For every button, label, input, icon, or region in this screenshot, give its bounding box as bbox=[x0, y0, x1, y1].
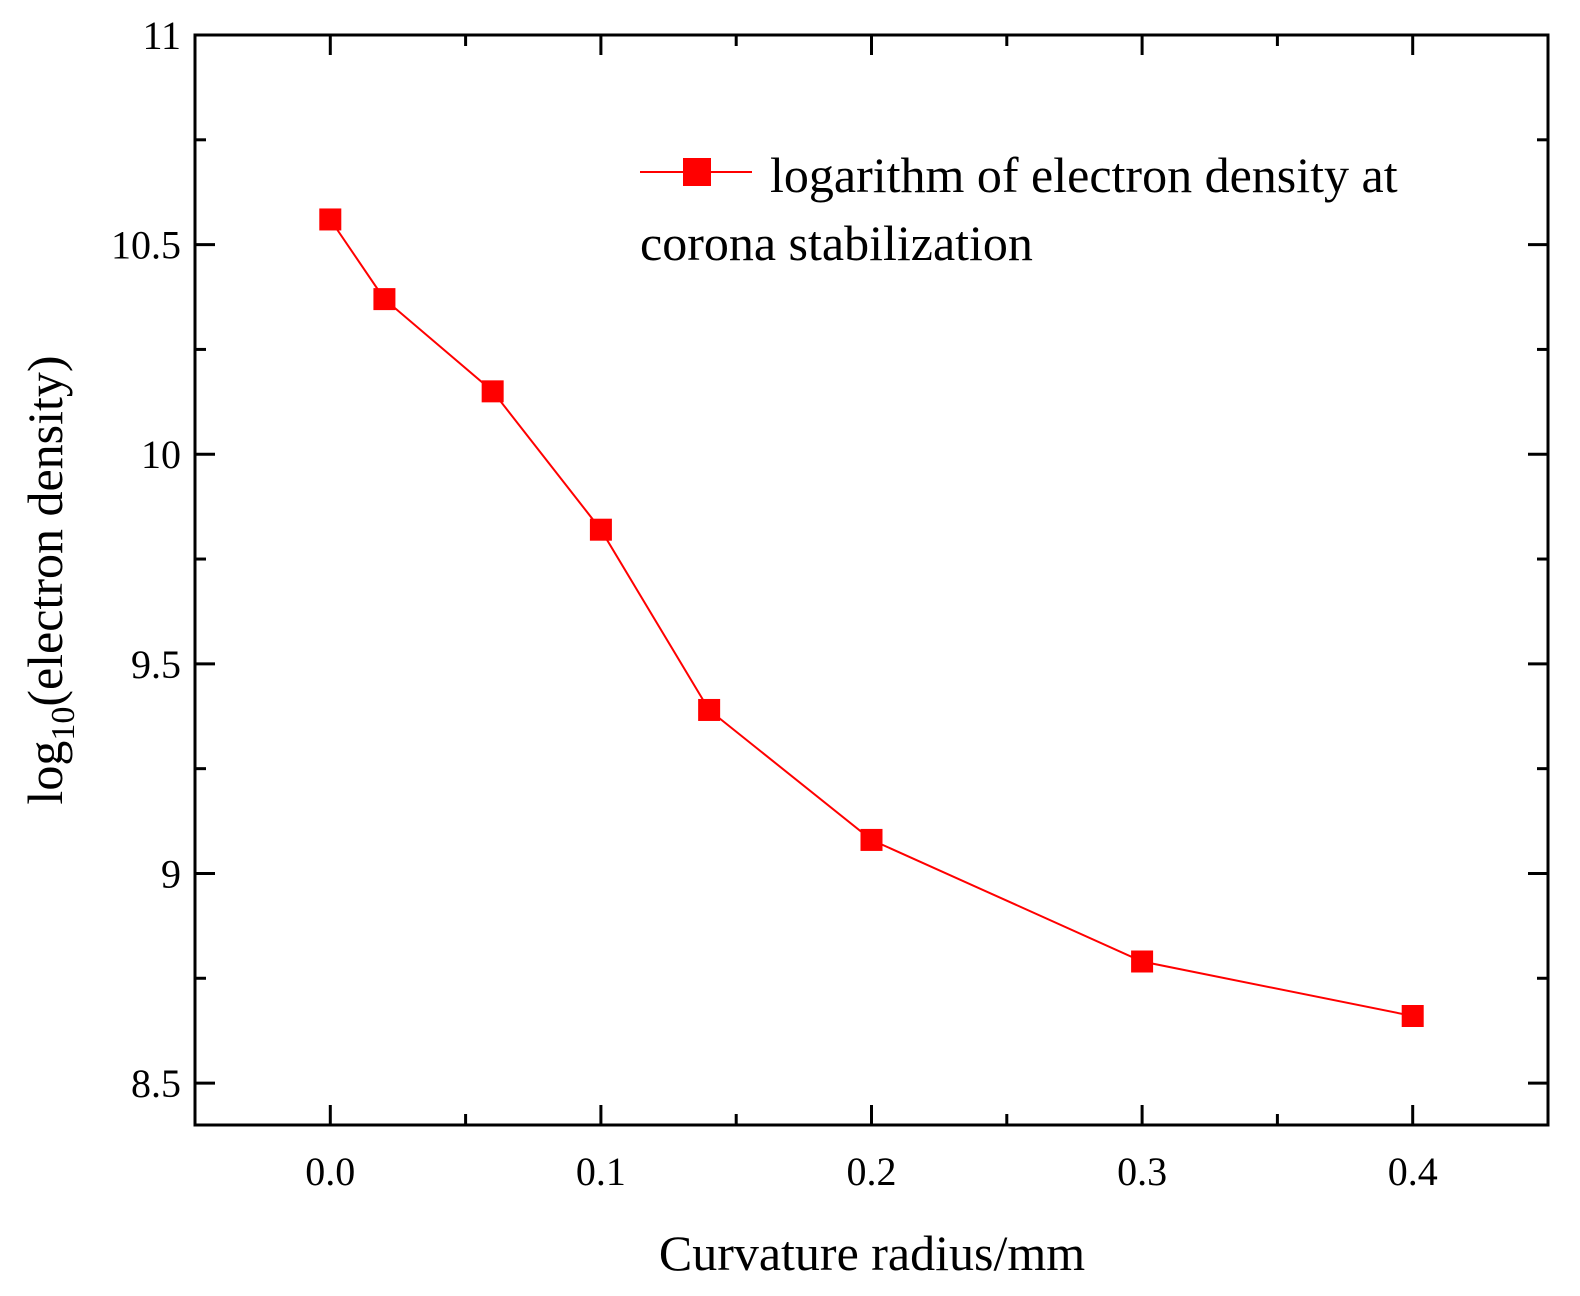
data-point-marker bbox=[481, 380, 504, 403]
x-tick-label: 0.4 bbox=[1388, 1149, 1438, 1194]
y-tick-label: 9.5 bbox=[131, 642, 181, 687]
data-point-marker bbox=[319, 208, 342, 231]
legend-label-line-2: corona stabilization bbox=[640, 215, 1033, 271]
x-tick-label: 0.1 bbox=[576, 1149, 626, 1194]
y-tick-label: 11 bbox=[142, 13, 181, 58]
y-tick-label: 10 bbox=[141, 432, 181, 477]
data-point-marker bbox=[860, 828, 883, 851]
data-point-marker bbox=[698, 698, 721, 721]
axis-ticks bbox=[193, 33, 1550, 1125]
y-tick-label: 10.5 bbox=[111, 223, 181, 268]
x-tick-label: 0.3 bbox=[1117, 1149, 1167, 1194]
x-tick-label: 0.0 bbox=[305, 1149, 355, 1194]
legend: logarithm of electron density at corona … bbox=[640, 147, 1398, 271]
series-line bbox=[329, 218, 1413, 1017]
x-tick-label: 0.2 bbox=[847, 1149, 897, 1194]
data-point-marker bbox=[1401, 1005, 1424, 1027]
x-axis-title: Curvature radius/mm bbox=[659, 1225, 1085, 1281]
axis-tick-labels: 0.0 0.1 0.2 0.3 0.4 8.5 9 9.5 10 10.5 11 bbox=[111, 13, 1438, 1194]
data-point-marker bbox=[373, 288, 396, 311]
legend-marker-square bbox=[683, 158, 711, 186]
data-point-marker bbox=[1131, 950, 1154, 973]
series-markers bbox=[319, 208, 1424, 1027]
legend-label-line-1: logarithm of electron density at bbox=[770, 147, 1398, 203]
y-axis-title-suffix: (electron density) bbox=[17, 355, 73, 706]
y-tick-label: 8.5 bbox=[131, 1061, 181, 1106]
y-axis-title-subscript: 10 bbox=[45, 707, 82, 741]
y-axis-title-prefix: log bbox=[17, 741, 73, 805]
y-tick-label: 9 bbox=[161, 851, 181, 896]
y-axis-title: log10(electron density) bbox=[17, 355, 82, 804]
data-point-marker bbox=[589, 518, 612, 541]
